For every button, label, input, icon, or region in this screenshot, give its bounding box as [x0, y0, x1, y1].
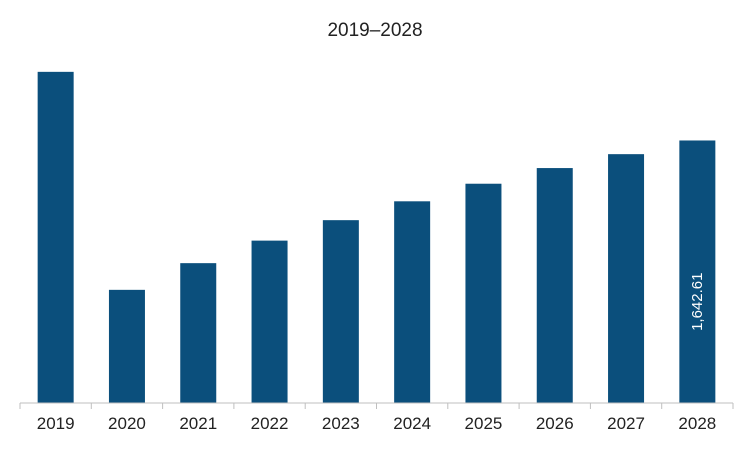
- bar-2026: [536, 168, 573, 403]
- data-labels-layer: 1,642.61: [689, 273, 706, 331]
- x-tick-label-2024: 2024: [393, 414, 431, 433]
- bars-layer: [37, 71, 716, 404]
- bar-2027: [608, 154, 645, 403]
- data-label-2028: 1,642.61: [689, 273, 706, 331]
- x-axis: 2019 2020 2021 2022 2023 2024 2025 2026 2027 2028: [19, 402, 734, 433]
- x-tick-label-2026: 2026: [536, 414, 574, 433]
- bar-2023: [322, 220, 359, 403]
- bar-2019: [37, 71, 74, 403]
- bar-2021: [180, 263, 217, 403]
- bar-2022: [251, 240, 288, 403]
- bar-2028: [679, 140, 716, 404]
- x-tick-label-2027: 2027: [607, 414, 645, 433]
- x-tick-label-2023: 2023: [322, 414, 360, 433]
- x-tick-label-2028: 2028: [678, 414, 716, 433]
- x-tick-label-2022: 2022: [251, 414, 289, 433]
- chart-title: 2019–2028: [327, 20, 422, 41]
- x-tick-label-2019: 2019: [37, 414, 75, 433]
- x-tick-label-2025: 2025: [465, 414, 503, 433]
- bar-2024: [394, 201, 431, 403]
- x-tick-label-2021: 2021: [179, 414, 217, 433]
- bar-2020: [108, 289, 145, 403]
- bar-2025: [465, 183, 502, 403]
- x-tick-label-2020: 2020: [108, 414, 146, 433]
